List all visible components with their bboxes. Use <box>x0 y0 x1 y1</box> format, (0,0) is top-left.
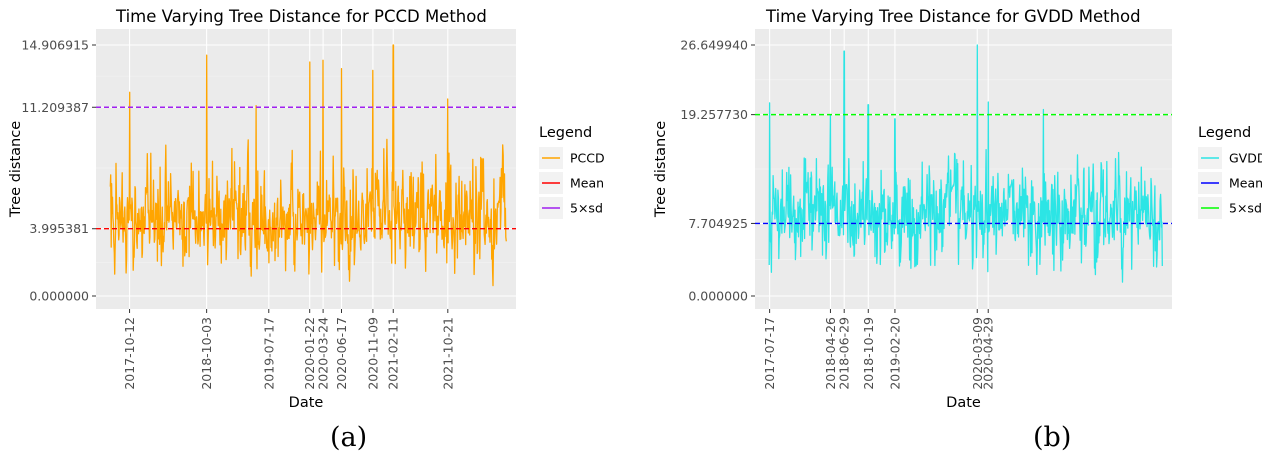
legend-label: 5×sd <box>570 201 603 216</box>
chart-title: Time Varying Tree Distance for GVDD Meth… <box>765 7 1141 26</box>
y-tick-label: 19.257730 <box>680 107 748 122</box>
y-tick-label: 26.649940 <box>680 38 748 53</box>
chart-a: Time Varying Tree Distance for PCCD Meth… <box>8 7 605 411</box>
y-axis-title: Tree distance <box>653 121 669 218</box>
x-tick-label: 2020-04-29 <box>981 317 996 390</box>
caption-a: (a) <box>330 422 368 453</box>
y-tick-label: 3.995381 <box>29 221 89 236</box>
caption-b: (b) <box>1033 422 1072 453</box>
x-tick-label: 2017-10-12 <box>122 317 137 390</box>
x-tick-label: 2018-06-29 <box>837 317 852 390</box>
x-tick-label: 2020-01-22 <box>302 317 317 390</box>
x-tick-label: 2018-04-26 <box>823 317 838 390</box>
chart-panel-b: Time Varying Tree Distance for GVDD Meth… <box>631 0 1262 468</box>
legend-label: Mean <box>1229 176 1262 191</box>
x-tick-label: 2019-07-17 <box>261 317 276 390</box>
x-tick-label: 2018-10-03 <box>199 317 214 390</box>
series-line-pccd <box>109 44 507 287</box>
x-tick-label: 2021-02-11 <box>386 317 401 390</box>
chart-b: Time Varying Tree Distance for GVDD Meth… <box>653 7 1262 411</box>
x-tick-label: 2020-03-09 <box>970 317 985 390</box>
legend-title: Legend <box>1198 125 1251 141</box>
y-tick-label: 11.209387 <box>21 100 89 115</box>
legend-label: 5×sd <box>1229 201 1262 216</box>
plot-background <box>96 29 516 309</box>
legend-label: Mean <box>570 176 604 191</box>
x-tick-label: 2017-07-17 <box>762 317 777 390</box>
x-tick-label: 2021-10-21 <box>440 317 455 390</box>
x-tick-label: 2018-10-19 <box>861 317 876 390</box>
legend-label: PCCD <box>570 151 605 166</box>
legend-title: Legend <box>539 125 592 141</box>
y-tick-label: 7.704925 <box>688 216 748 231</box>
y-axis-title: Tree distance <box>8 121 24 218</box>
x-axis-title: Date <box>289 395 324 411</box>
y-tick-label: 0.000000 <box>29 289 89 304</box>
x-tick-label: 2020-03-24 <box>316 317 331 390</box>
chart-panel-a: Time Varying Tree Distance for PCCD Meth… <box>8 7 605 453</box>
legend-label: GVDD <box>1229 151 1262 166</box>
x-tick-label: 2019-02-20 <box>887 317 902 390</box>
x-tick-label: 2020-06-17 <box>334 317 349 390</box>
y-tick-label: 14.906915 <box>21 38 89 53</box>
y-tick-label: 0.000000 <box>688 289 748 304</box>
series-line-gvdd <box>768 44 1163 283</box>
chart-title: Time Varying Tree Distance for PCCD Meth… <box>115 7 487 26</box>
x-axis-title: Date <box>946 395 981 411</box>
x-tick-label: 2020-11-09 <box>365 317 380 390</box>
